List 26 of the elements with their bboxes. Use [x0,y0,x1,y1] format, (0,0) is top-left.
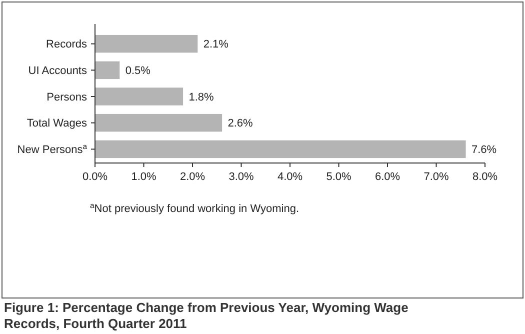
y-tick-label: New Persons$^{a}$ [17,142,88,156]
text: $^{a}$Not previously found working in Wyoming. [90,200,299,215]
data-label: 2.1% [203,38,229,51]
data-label: 2.6% [228,118,254,130]
y-tick-label: Total Wages [26,118,88,130]
bar [94,114,222,132]
bar [94,61,120,80]
y-tick-label: Records [46,38,88,51]
x-tick-label: 6.0% [374,171,400,183]
text: Figure 1: Percentage Change from Previous Year, Wyoming Wage Records, Fourth Quarter 2011 [4,300,408,331]
x-tick-label: 0.0% [82,171,108,183]
bar [94,34,198,53]
x-tick-label: 2.0% [180,171,206,183]
data-label: 0.5% [125,65,151,78]
y-tick-label: UI Accounts [28,65,88,78]
x-tick-label: 7.0% [424,171,449,183]
x-tick-label: 8.0% [472,171,498,183]
x-tick-label: 1.0% [131,171,156,183]
x-tick-label: 4.0% [277,171,303,183]
bar [94,88,184,106]
x-tick-label: 5.0% [326,171,352,183]
y-tick-label: Persons [46,91,88,104]
bar [94,140,466,158]
x-tick-label: 3.0% [228,171,254,183]
data-label: 1.8% [188,91,214,104]
data-label: 7.6% [472,144,497,156]
